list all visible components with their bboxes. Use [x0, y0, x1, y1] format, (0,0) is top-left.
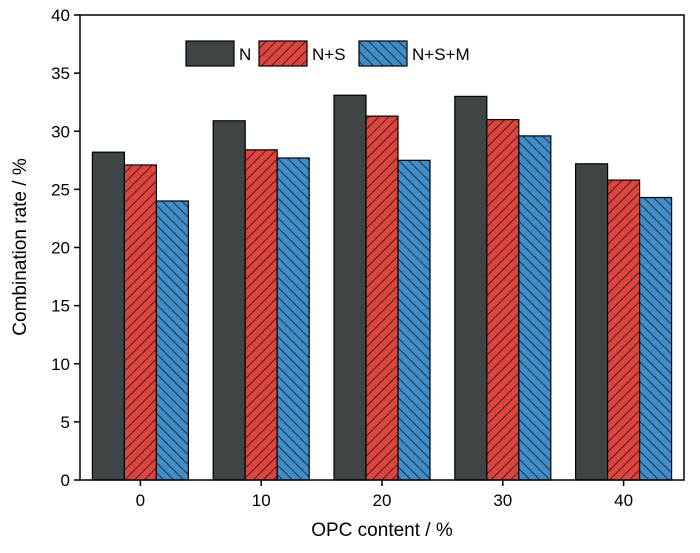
- x-tick-label: 20: [373, 491, 392, 510]
- bar-n-s-40: [606, 179, 641, 481]
- y-tick-label: 20: [51, 239, 70, 258]
- bar-n-s-10: [244, 149, 278, 481]
- legend-swatch-n: [185, 40, 235, 67]
- legend: N N+S N+S+M: [185, 40, 470, 67]
- bar-n-0: [91, 151, 126, 481]
- y-tick-label: 25: [51, 180, 70, 199]
- bar-n-10: [212, 120, 246, 481]
- bar-n-s-m-0: [155, 200, 189, 481]
- legend-label: N+S: [312, 45, 346, 64]
- bar-n-s-m-30: [518, 135, 552, 481]
- y-axis-title: Combination rate / %: [10, 158, 31, 336]
- x-tick-label: 40: [614, 491, 633, 510]
- y-tick-label: 40: [51, 6, 70, 25]
- bar-n-s-m-40: [638, 196, 673, 481]
- legend-label: N+S+M: [412, 45, 470, 64]
- legend-swatch-n-s-m: [358, 40, 408, 67]
- bars-layer: [91, 94, 673, 481]
- legend-swatch-n-s: [258, 40, 308, 67]
- bar-n-s-m-10: [276, 157, 310, 481]
- bar-n-s-20: [365, 115, 399, 481]
- bar-n-30: [454, 95, 488, 481]
- y-tick-label: 35: [51, 64, 70, 83]
- x-tick-label: 0: [136, 491, 145, 510]
- y-tick-label: 15: [51, 297, 70, 316]
- x-axis-title: OPC content / %: [311, 520, 453, 541]
- legend-label: N: [239, 45, 251, 64]
- bar-n-s-m-20: [397, 159, 431, 481]
- bar-n-40: [574, 163, 609, 481]
- y-tick-label: 30: [51, 122, 70, 141]
- bar-n-20: [333, 94, 367, 481]
- y-tick-label: 0: [61, 471, 70, 490]
- y-axis: 0 5 10 15 20 25 30 35 40: [51, 6, 80, 490]
- y-tick-label: 5: [61, 413, 70, 432]
- y-tick-label: 10: [51, 355, 70, 374]
- x-tick-label: 30: [493, 491, 512, 510]
- bar-n-s-0: [123, 164, 158, 481]
- x-axis: 0 10 20 30 40: [136, 480, 633, 510]
- bar-n-s-30: [486, 119, 520, 481]
- x-tick-label: 10: [252, 491, 271, 510]
